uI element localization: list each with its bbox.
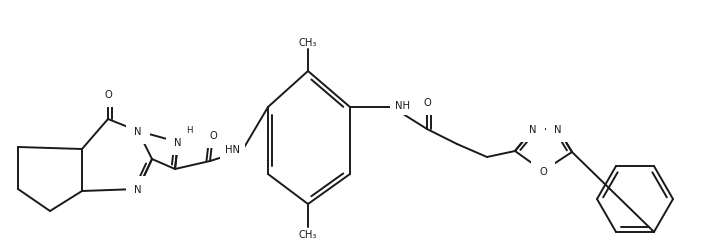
Text: N: N bbox=[174, 137, 182, 147]
Text: O: O bbox=[209, 131, 217, 140]
Text: N: N bbox=[529, 124, 537, 135]
Text: N: N bbox=[554, 124, 562, 135]
Text: CH₃: CH₃ bbox=[299, 229, 317, 239]
Text: H: H bbox=[186, 125, 193, 135]
Text: N: N bbox=[134, 127, 142, 137]
Text: O: O bbox=[104, 90, 112, 100]
Text: O: O bbox=[539, 166, 547, 176]
Text: N: N bbox=[134, 184, 142, 194]
Text: NH: NH bbox=[395, 101, 410, 111]
Text: HN: HN bbox=[225, 144, 240, 154]
Text: CH₃: CH₃ bbox=[299, 38, 317, 48]
Text: O: O bbox=[423, 98, 431, 108]
